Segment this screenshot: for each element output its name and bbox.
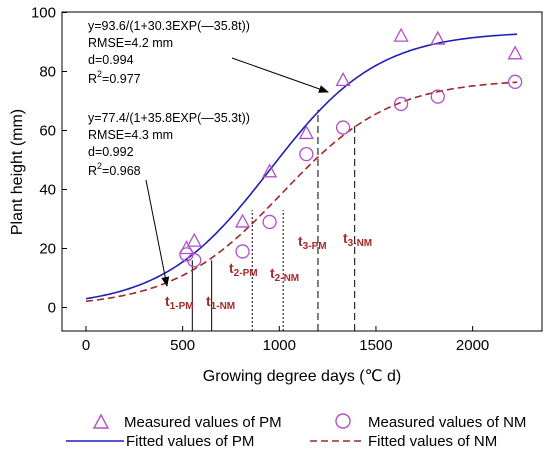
y-tick-label: 60 bbox=[39, 123, 56, 140]
pm-measured-point bbox=[507, 45, 523, 60]
nm-rmse: RMSE=4.3 mm bbox=[88, 128, 173, 142]
pm-r2-sup: 2 bbox=[97, 69, 102, 79]
stage-label-t2-pm: t2-PM bbox=[229, 260, 258, 279]
nm-measured-point bbox=[507, 74, 523, 89]
legend-triangle-marker bbox=[92, 413, 110, 429]
x-tick-label: 2000 bbox=[456, 337, 489, 354]
nm-r2-value: =0.968 bbox=[102, 164, 141, 178]
stage-label-t3-pm: t3-PM bbox=[298, 233, 327, 252]
fitted-curve-nm bbox=[85, 81, 518, 303]
nm-r-squared: R2=0.968 bbox=[88, 161, 141, 178]
nm-measured-point bbox=[187, 253, 202, 268]
stage-label-t2-nm: t2-NM bbox=[270, 265, 299, 284]
pm-equation: y=93.6/(1+30.3EXP(—35.8t)) bbox=[88, 19, 250, 33]
nm-measured-point bbox=[235, 244, 250, 259]
pm-measured-point bbox=[335, 71, 351, 86]
x-axis-title: Growing degree days (℃ d) bbox=[203, 368, 402, 385]
pm-measured-point bbox=[186, 232, 202, 247]
pm-r2-value: =0.977 bbox=[102, 72, 141, 86]
nm-r2-sup: 2 bbox=[97, 161, 102, 171]
nm-measured-points bbox=[179, 74, 523, 268]
stage-label-t1-nm: t1-NM bbox=[206, 293, 235, 312]
x-tick-label: 1500 bbox=[359, 337, 392, 354]
equation-box-nm: y=77.4/(1+35.8EXP(—35.3t)) RMSE=4.3 mm d… bbox=[88, 111, 250, 178]
x-tick-label: 0 bbox=[82, 337, 90, 354]
x-axis-ticks: 0 500 1000 1500 2000 bbox=[82, 326, 489, 354]
legend-label-pm-measured: Measured values of PM bbox=[124, 414, 282, 431]
y-tick-label: 40 bbox=[39, 182, 56, 199]
pm-rmse: RMSE=4.2 mm bbox=[88, 36, 173, 50]
x-tick-label: 1000 bbox=[263, 337, 296, 354]
nm-d-index: d=0.992 bbox=[88, 145, 134, 159]
nm-r2-lead: R bbox=[88, 164, 97, 178]
plot-frame bbox=[61, 11, 543, 332]
y-tick-label: 80 bbox=[39, 64, 56, 81]
pm-r2-lead: R bbox=[88, 72, 97, 86]
pm-measured-point bbox=[178, 240, 195, 255]
pm-r-squared: R2=0.977 bbox=[88, 69, 141, 86]
legend-label-pm-fitted: Fitted values of PM bbox=[126, 433, 254, 450]
pm-measured-point bbox=[430, 30, 446, 45]
nm-equation: y=77.4/(1+35.8EXP(—35.3t)) bbox=[88, 111, 250, 125]
pm-measured-point bbox=[393, 27, 409, 42]
pm-measured-point bbox=[234, 213, 251, 228]
nm-equation-arrow bbox=[145, 179, 170, 287]
legend-label-nm-measured: Measured values of NM bbox=[368, 414, 526, 431]
stage-marker-lines bbox=[191, 109, 356, 331]
nm-measured-point bbox=[299, 146, 314, 162]
pm-equation-arrow bbox=[231, 57, 329, 93]
nm-measured-point bbox=[262, 214, 277, 230]
pm-measured-point bbox=[262, 163, 278, 178]
y-tick-label: 20 bbox=[39, 241, 56, 258]
pm-measured-points bbox=[178, 27, 523, 255]
legend: Measured values of PM Fitted values of P… bbox=[66, 413, 526, 450]
y-axis-title: Plant height (mm) bbox=[9, 109, 26, 235]
nm-measured-point bbox=[393, 96, 409, 112]
y-axis-ticks: 0 20 40 60 80 100 bbox=[31, 5, 67, 317]
stage-label-t1-pm: t1-PM bbox=[165, 293, 194, 312]
equation-box-pm: y=93.6/(1+30.3EXP(—35.8t)) RMSE=4.2 mm d… bbox=[88, 19, 250, 86]
y-tick-label: 0 bbox=[48, 300, 56, 317]
x-tick-label: 500 bbox=[170, 337, 195, 354]
nm-measured-point bbox=[335, 120, 351, 135]
nm-measured-point bbox=[430, 89, 445, 104]
fitted-curve-pm bbox=[85, 33, 518, 300]
stage-label-t3-nm: t3-NM bbox=[343, 230, 372, 249]
pm-d-index: d=0.994 bbox=[88, 53, 134, 67]
legend-label-nm-fitted: Fitted values of NM bbox=[368, 433, 497, 450]
y-tick-label: 100 bbox=[31, 5, 56, 22]
stage-marker-labels: t1-PM t1-NM t2-PM t2-NM t3-PM t3-NM bbox=[165, 230, 372, 312]
pm-measured-point bbox=[298, 125, 314, 140]
legend-circle-marker bbox=[335, 413, 351, 429]
